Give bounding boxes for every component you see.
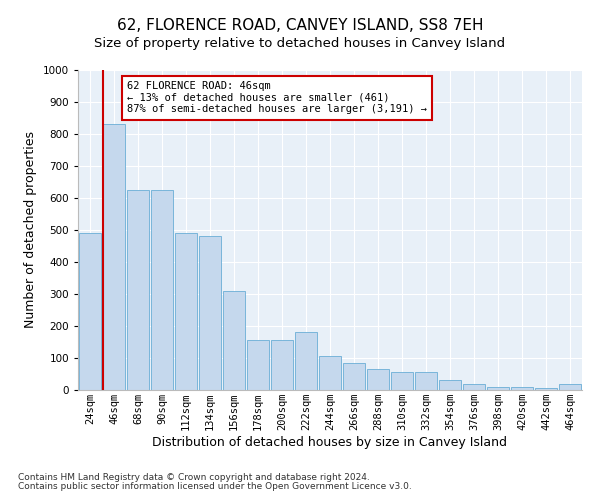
Bar (103, 124, 125, 390)
Bar (295, 332, 317, 390)
Text: 62 FLORENCE ROAD: 46sqm
← 13% of detached houses are smaller (461)
87% of semi-d: 62 FLORENCE ROAD: 46sqm ← 13% of detache… (127, 81, 427, 114)
Bar (391, 372, 413, 390)
Bar (151, 190, 173, 390)
Bar (199, 236, 221, 390)
Bar (343, 363, 365, 390)
Bar (247, 340, 269, 390)
Y-axis label: Number of detached properties: Number of detached properties (24, 132, 37, 328)
Bar (319, 356, 341, 390)
Bar (175, 233, 197, 390)
Text: Size of property relative to detached houses in Canvey Island: Size of property relative to detached ho… (94, 38, 506, 51)
Bar (367, 369, 389, 390)
Bar (79, 233, 101, 390)
Bar (463, 384, 485, 390)
Text: Contains public sector information licensed under the Open Government Licence v3: Contains public sector information licen… (18, 482, 412, 491)
Text: 62, FLORENCE ROAD, CANVEY ISLAND, SS8 7EH: 62, FLORENCE ROAD, CANVEY ISLAND, SS8 7E… (117, 18, 483, 32)
Bar (439, 380, 461, 390)
Bar (487, 387, 509, 390)
Bar (559, 384, 581, 390)
X-axis label: Distribution of detached houses by size in Canvey Island: Distribution of detached houses by size … (152, 436, 508, 449)
Bar (535, 388, 557, 390)
Text: Contains HM Land Registry data © Crown copyright and database right 2024.: Contains HM Land Registry data © Crown c… (18, 473, 370, 482)
Bar (511, 387, 533, 390)
Bar (223, 291, 245, 390)
Bar (127, 190, 149, 390)
Bar (271, 340, 293, 390)
Bar (415, 372, 437, 390)
